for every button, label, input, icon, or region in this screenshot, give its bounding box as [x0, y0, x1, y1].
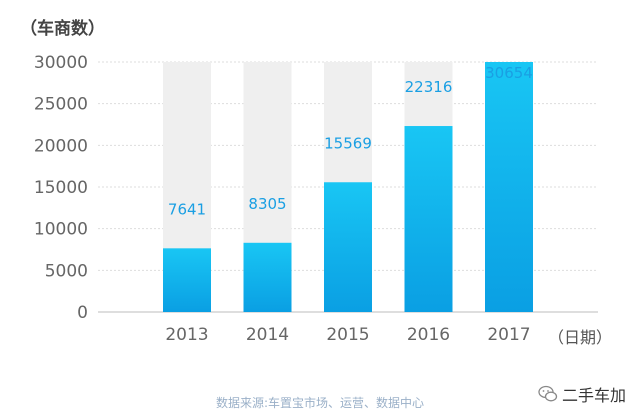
y-tick-label: 30000 [34, 53, 88, 73]
y-tick-label: 15000 [34, 178, 88, 198]
y-tick-label: 25000 [34, 95, 88, 115]
bar-2013 [163, 248, 211, 312]
y-tick-label: 0 [77, 303, 88, 323]
wechat-icon [538, 385, 558, 402]
x-axis-unit-label: （日期） [548, 328, 613, 347]
x-tick-label: 2014 [246, 325, 289, 345]
bar-2014 [243, 242, 292, 312]
bar-2016 [404, 126, 453, 313]
value-label: 22316 [405, 78, 453, 96]
bar-2015 [324, 182, 372, 312]
value-label: 30654 [485, 64, 533, 82]
bar-2017 [485, 62, 533, 312]
y-tick-label: 20000 [34, 136, 88, 156]
brand-watermark: 二手车加 [538, 382, 626, 406]
x-tick-label: 2016 [407, 325, 450, 345]
value-label: 7641 [168, 200, 206, 218]
x-tick-label: 2013 [165, 325, 208, 345]
value-label: 8305 [248, 195, 286, 213]
y-axis-label: （车商数） [20, 19, 105, 39]
value-label: 15569 [324, 134, 372, 152]
y-tick-label: 5000 [45, 261, 88, 281]
data-source-note: 数据来源:车置宝市场、运营、数据中心 [215, 396, 425, 410]
brand-name: 二手车加 [561, 386, 626, 405]
y-tick-label: 10000 [34, 220, 88, 240]
x-tick-label: 2015 [326, 325, 369, 345]
x-tick-label: 2017 [487, 325, 530, 345]
